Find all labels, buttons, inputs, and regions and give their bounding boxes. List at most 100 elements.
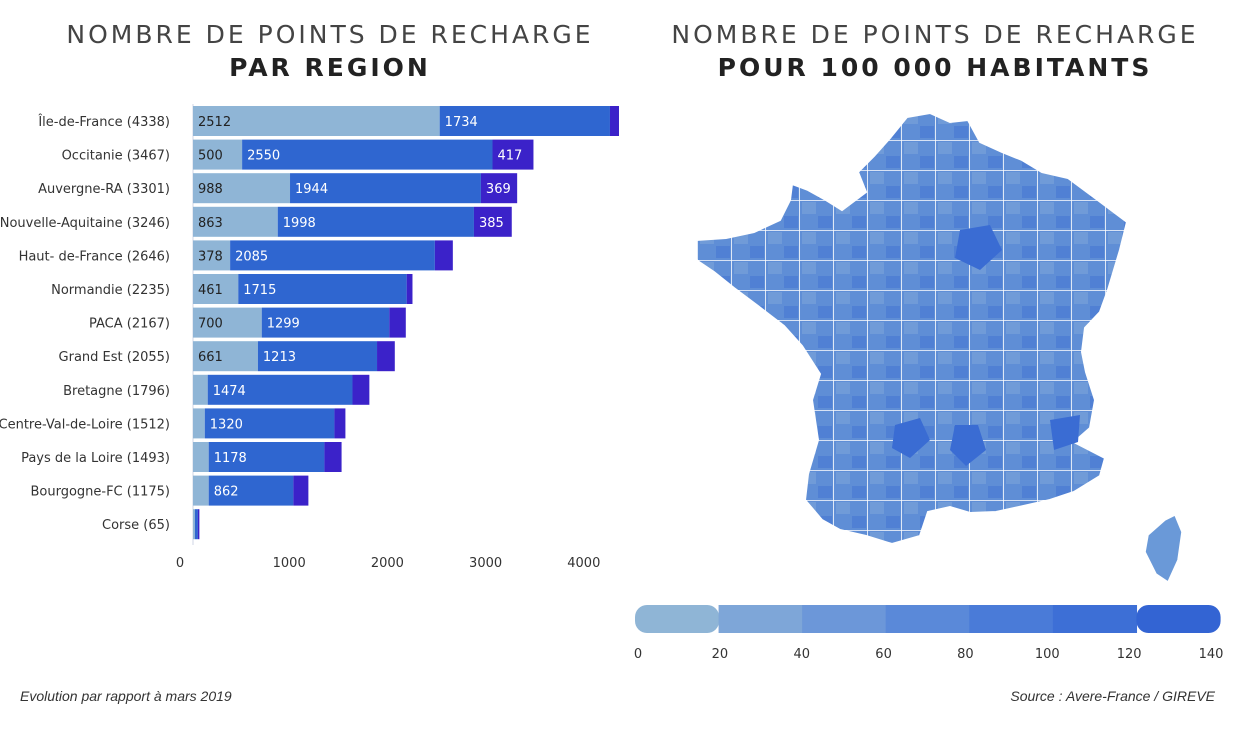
category-label: Bretagne (1796)	[63, 384, 170, 399]
data-label: 1998	[283, 216, 316, 231]
category-label: Centre-Val-de-Loire (1512)	[0, 417, 170, 432]
color-scale: 0 20 40 60 80 100 120 140	[634, 605, 1224, 662]
scale-segment	[885, 605, 970, 633]
data-label: 1715	[243, 283, 276, 298]
data-label: 461	[198, 283, 223, 298]
data-label: 369	[486, 182, 511, 197]
bar-segment	[193, 374, 208, 405]
scale-tick-label: 140	[1199, 647, 1224, 662]
bar-segment	[207, 374, 353, 405]
bar-segment	[492, 139, 534, 170]
highlight-region-2	[892, 418, 930, 458]
bar-segment	[406, 274, 413, 304]
scale-tick-label: 40	[793, 647, 810, 662]
bar-segment	[193, 206, 278, 237]
right-title-line2: POUR 100 000 HABITANTS	[717, 53, 1153, 82]
bar-segment	[334, 408, 346, 439]
source-credit: Source : Avere-France / GIREVE	[1010, 688, 1215, 704]
bar-segment	[193, 408, 205, 439]
scale-segment	[1136, 605, 1221, 633]
x-tick-label: 4000	[567, 556, 600, 571]
bar-segment	[290, 173, 481, 204]
data-label: 1474	[213, 384, 246, 399]
bar-segment	[204, 408, 335, 439]
france-map	[695, 111, 1183, 584]
bar-segment	[434, 240, 453, 271]
scale-segment	[635, 605, 720, 633]
scale-tick-label: 20	[712, 647, 729, 662]
highlight-region-3	[950, 425, 986, 466]
category-label: Occitanie (3467)	[62, 149, 170, 164]
data-label: 385	[479, 216, 504, 231]
bar-segment	[194, 509, 198, 540]
bar-segment	[208, 442, 325, 472]
right-chart-title: NOMBRE DE POINTS DE RECHARGE POUR 100 00…	[640, 20, 1230, 82]
bar-segment	[242, 139, 493, 170]
data-label: 1299	[267, 317, 300, 332]
category-label: Pays de la Loire (1493)	[21, 451, 170, 466]
bar-chart: Île-de-France (4338) 2512 1734 Occitanie (3…	[0, 104, 619, 571]
bar-segment	[238, 274, 407, 304]
bar-segment	[480, 173, 518, 204]
category-label: Grand Est (2055)	[59, 350, 170, 365]
bar-segment	[377, 341, 395, 372]
scale-segment	[718, 605, 803, 633]
category-label: PACA (2167)	[89, 317, 170, 332]
bar-segment	[473, 206, 512, 237]
highlight-region-4	[1050, 415, 1080, 450]
bar-segment	[293, 475, 309, 506]
data-label: 863	[198, 216, 223, 231]
left-title-line2: PAR REGION	[229, 53, 431, 82]
category-label: Normandie (2235)	[51, 283, 170, 298]
bar-segment	[352, 374, 370, 405]
scale-segment	[1052, 605, 1138, 633]
category-label: Île-de-France (4338)	[37, 114, 170, 130]
data-label: 2512	[198, 115, 231, 130]
category-label: Haut- de-France (2646)	[19, 249, 170, 264]
bar-segment	[193, 341, 258, 372]
bar-segment	[193, 173, 291, 204]
footnote: Evolution par rapport à mars 2019	[20, 688, 232, 704]
data-label: 661	[198, 350, 223, 365]
data-label: 1944	[295, 182, 328, 197]
scale-tick-label: 100	[1035, 647, 1060, 662]
bar-segment	[208, 475, 294, 506]
bar-segment	[193, 240, 231, 271]
data-label: 988	[198, 182, 223, 197]
category-label: Corse (65)	[102, 518, 170, 533]
data-label: 700	[198, 317, 223, 332]
scale-tick-label: 80	[957, 647, 974, 662]
data-label: 378	[198, 249, 223, 264]
left-chart-title: NOMBRE DE POINTS DE RECHARGE PAR REGION	[60, 20, 600, 82]
category-label: Bourgogne-FC (1175)	[30, 485, 170, 500]
right-title-line1: NOMBRE DE POINTS DE RECHARGE	[671, 20, 1199, 49]
bar-segment	[193, 106, 440, 136]
x-tick-label: 1000	[273, 556, 306, 571]
x-tick-label: 3000	[469, 556, 502, 571]
data-label: 1178	[214, 451, 247, 466]
data-label: 2550	[247, 149, 280, 164]
bar-segment	[389, 307, 406, 338]
bar-segment	[197, 509, 200, 540]
data-label: 1320	[210, 417, 243, 432]
bar-segment	[193, 442, 209, 472]
scale-tick-label: 0	[634, 647, 642, 662]
category-label: Auvergne-RA (3301)	[38, 182, 170, 197]
bar-segment	[193, 307, 262, 338]
data-label: 862	[214, 485, 239, 500]
bar-segment	[277, 206, 474, 237]
bar-segment	[193, 139, 243, 170]
bar-segment	[609, 106, 619, 136]
data-label: 1213	[263, 350, 296, 365]
category-label: Nouvelle-Aquitaine (3246)	[0, 216, 170, 231]
scale-tick-label: 120	[1117, 647, 1142, 662]
scale-segment	[802, 605, 887, 633]
bar-segment	[193, 509, 195, 540]
corsica-shape	[1144, 513, 1183, 584]
bar-segment	[230, 240, 435, 271]
data-label: 500	[198, 149, 223, 164]
bar-segment	[193, 274, 239, 304]
bar-segment	[261, 307, 390, 338]
left-title-line1: NOMBRE DE POINTS DE RECHARGE	[66, 20, 594, 49]
mainland-france-shape	[695, 111, 1129, 546]
